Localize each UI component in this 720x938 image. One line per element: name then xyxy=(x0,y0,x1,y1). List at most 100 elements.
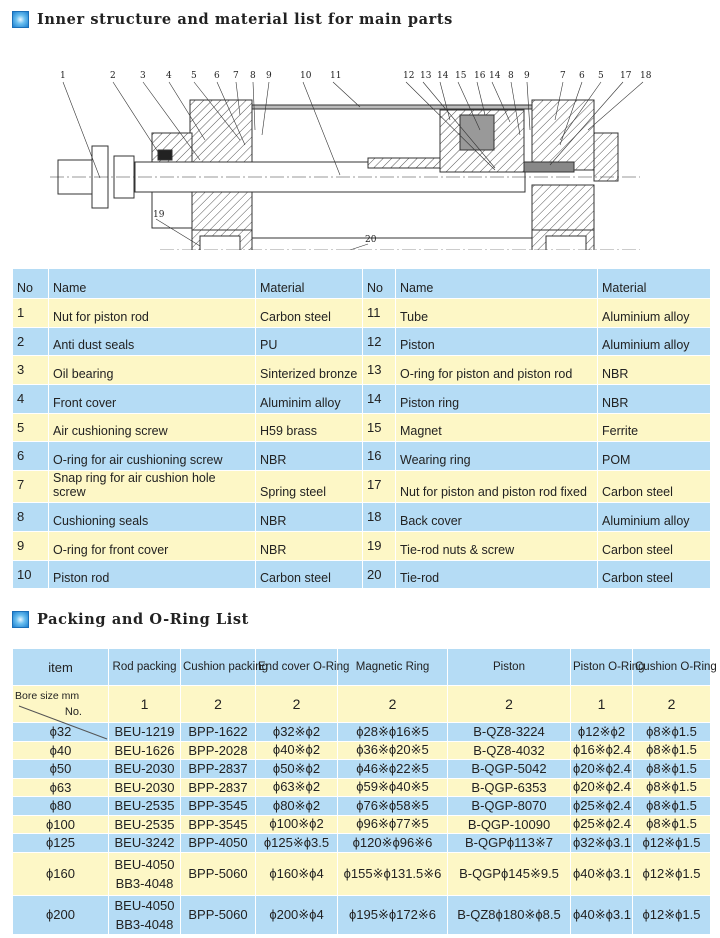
part-code-cell: BPP-2028 xyxy=(180,740,256,760)
part-material: NBR xyxy=(597,384,711,414)
part-material: Carbon steel xyxy=(597,470,711,504)
table-row: 2 Anti dust seals PU 12 Piston Aluminium allo… xyxy=(12,326,711,357)
table-row: ϕ160 BEU-4050 BB3-4048 BPP-5060 ϕ160※ϕ4 ϕ155※… xyxy=(12,851,711,896)
col-header-name: Name xyxy=(48,268,256,299)
part-code-cell: BEU-2535 xyxy=(108,814,181,834)
part-code-cell: BPP-3545 xyxy=(180,796,256,816)
callout-leader-line xyxy=(554,81,564,121)
table-row: 7 Snap ring for air cushion hole screw Spr… xyxy=(12,470,711,504)
part-number: 6 xyxy=(12,441,49,472)
bore-size-cell: ϕ80 xyxy=(12,796,109,816)
callout-leader-line xyxy=(457,81,481,131)
part-number: 12 xyxy=(362,326,396,357)
part-code-cell: B-QZ8-3224 xyxy=(447,722,571,742)
table-row: ϕ63 BEU-2030 BPP-2837 ϕ63※ϕ2 ϕ59※ϕ40※5 B-QGP-… xyxy=(12,777,711,797)
part-name: Snap ring for air cushion hole screw xyxy=(48,470,256,504)
table-row: ϕ100 BEU-2535 BPP-3545 ϕ100※ϕ2 ϕ96※ϕ77※5 B-QG… xyxy=(12,814,711,834)
bore-size-cell: ϕ160 xyxy=(12,851,109,896)
callout-leader-line xyxy=(216,81,246,146)
part-code-cell: ϕ76※ϕ58※5 xyxy=(337,796,448,816)
parts-material-table: No Name Material No Name Material 1 Nut f… xyxy=(12,268,711,590)
part-number: 19 xyxy=(362,530,396,561)
callout-leader-line xyxy=(422,81,496,169)
part-number: 13 xyxy=(362,355,396,386)
part-code-cell: BPP-4050 xyxy=(180,833,256,853)
callout-label: 7 xyxy=(560,71,566,81)
no-label: No. xyxy=(64,706,82,718)
part-number: 4 xyxy=(12,384,49,414)
part-code-cell: BPP-1622 xyxy=(180,722,256,742)
col-header-name: Name xyxy=(395,268,598,299)
part-name: Nut for piston rod xyxy=(48,298,256,328)
bullet-square-icon xyxy=(12,611,29,628)
part-code-cell: ϕ32※ϕ2 xyxy=(255,722,338,742)
part-code-cell: BPP-5060 xyxy=(180,894,256,935)
quantity-cell: 2 xyxy=(447,685,571,723)
part-code-cell: ϕ40※ϕ2 xyxy=(255,740,338,760)
callout-label: 5 xyxy=(598,71,604,81)
callout-label: 12 xyxy=(403,71,414,81)
callout-label: 14 xyxy=(437,71,449,81)
part-code-cell: B-QGPϕ145※9.5 xyxy=(447,851,571,896)
part-number: 15 xyxy=(362,412,396,443)
part-code-cell: ϕ40※ϕ3.1 xyxy=(570,851,633,896)
part-code-cell: ϕ200※ϕ4 xyxy=(255,894,338,935)
part-number: 17 xyxy=(362,470,396,504)
section-header-inner-structure: Inner structure and material list for ma… xyxy=(12,11,453,28)
part-code-cell: BPP-2837 xyxy=(180,759,256,779)
callout-label: 17 xyxy=(620,71,632,81)
part-code-cell: ϕ32※ϕ3.1 xyxy=(570,833,633,853)
part-number: 2 xyxy=(12,326,49,357)
quantity-cell: 2 xyxy=(632,685,711,723)
part-material: H59 brass xyxy=(255,412,363,443)
callout-leader-line xyxy=(168,81,206,141)
bore-size-cell: ϕ50 xyxy=(12,759,109,779)
diagonal-header-cell: No. Bore size mm xyxy=(12,685,109,740)
part-material: Aluminim alloy xyxy=(255,384,363,414)
part-code-cell: ϕ8※ϕ1.5 xyxy=(632,759,711,779)
part-number: 16 xyxy=(362,441,396,472)
part-code-cell: ϕ40※ϕ3.1 xyxy=(570,894,633,935)
part-code-cell: ϕ12※ϕ2 xyxy=(570,722,633,742)
table-row: ϕ200 BEU-4050 BB3-4048 BPP-5060 ϕ200※ϕ4 ϕ195※… xyxy=(12,894,711,935)
part-code-cell: ϕ20※ϕ2.4 xyxy=(570,759,633,779)
part-name: O-ring for piston and piston rod xyxy=(395,355,598,386)
callout-leader-line xyxy=(526,81,531,131)
part-code-cell: BEU-4050 BB3-4048 xyxy=(108,894,181,935)
table-header-row: item Rod packing Cushion packing End cover… xyxy=(12,648,717,686)
table-row: 6 O-ring for air cushioning screw NBR 16 Wea… xyxy=(12,441,711,472)
part-code-cell: BEU-4050 BB3-4048 xyxy=(108,851,181,896)
callout-label: 9 xyxy=(266,71,272,81)
part-code-cell: ϕ80※ϕ2 xyxy=(255,796,338,816)
part-material: Carbon steel xyxy=(255,559,363,590)
part-name: Nut for piston and piston rod fixed xyxy=(395,470,598,504)
part-material: Spring steel xyxy=(255,470,363,504)
part-code-cell: ϕ25※ϕ2.4 xyxy=(570,814,633,834)
part-code-cell: ϕ36※ϕ20※5 xyxy=(337,740,448,760)
part-name: Piston ring xyxy=(395,384,598,414)
callout-label: 9 xyxy=(524,71,530,81)
bore-size-cell: ϕ125 xyxy=(12,833,109,853)
bullet-square-icon xyxy=(12,11,29,28)
callout-label: 8 xyxy=(508,71,514,81)
callout-leader-line xyxy=(510,81,521,136)
part-material: POM xyxy=(597,441,711,472)
part-code-cell: ϕ12※ϕ1.5 xyxy=(632,833,711,853)
col-header: Magnetic Ring xyxy=(337,648,448,686)
part-code-cell: B-QGP-8070 xyxy=(447,796,571,816)
col-header-no: No xyxy=(362,268,396,299)
part-name: O-ring for front cover xyxy=(48,530,256,561)
callout-label: 8 xyxy=(250,71,256,81)
col-header: Rod packing xyxy=(108,648,181,686)
table-row: 9 O-ring for front cover NBR 19 Tie-rod nuts… xyxy=(12,530,711,561)
section-header-packing: Packing and O-Ring List xyxy=(12,611,249,628)
part-material: Carbon steel xyxy=(255,298,363,328)
callout-leader-line xyxy=(142,81,201,161)
bore-size-cell: ϕ63 xyxy=(12,777,109,797)
part-material: NBR xyxy=(255,530,363,561)
part-material: Aluminium alloy xyxy=(597,502,711,532)
callout-label: 2 xyxy=(110,71,116,81)
back-cover-part xyxy=(531,99,595,171)
part-code-cell: BEU-1219 xyxy=(108,722,181,742)
